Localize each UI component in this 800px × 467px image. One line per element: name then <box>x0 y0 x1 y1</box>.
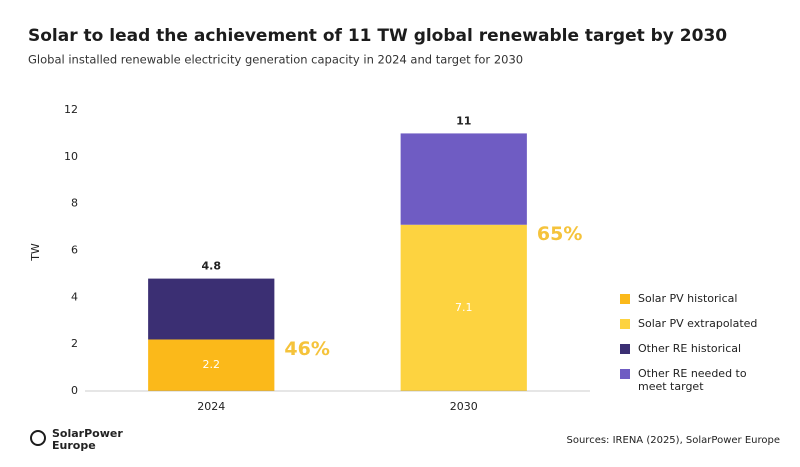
data-label: 7.1 <box>455 301 473 314</box>
y-axis-label: TW <box>29 243 42 262</box>
y-tick-label: 8 <box>71 197 78 210</box>
data-label: 2.2 <box>203 358 221 371</box>
bar-segment <box>148 339 275 391</box>
y-tick-label: 6 <box>71 244 78 257</box>
legend-swatch <box>620 294 630 304</box>
y-tick-label: 2 <box>71 337 78 350</box>
legend-label: Solar PV historical <box>638 292 738 305</box>
y-tick-label: 0 <box>71 384 78 397</box>
total-label: 4.8 <box>202 260 222 273</box>
logo-text: Europe <box>52 439 96 452</box>
share-label: 65% <box>537 223 582 245</box>
source: Sources: IRENA (2025), SolarPower Europe <box>567 435 781 446</box>
x-tick-label: 2030 <box>450 400 478 413</box>
total-label: 11 <box>456 114 471 127</box>
chart-title: Solar to lead the achievement of 11 TW g… <box>28 26 727 46</box>
legend-label: Other RE needed to meet target <box>638 367 747 393</box>
y-tick-label: 4 <box>71 290 78 303</box>
share-label: 46% <box>284 338 329 360</box>
legend-swatch <box>620 319 630 329</box>
logo-text: SolarPower <box>52 427 123 440</box>
legend-swatch <box>620 344 630 354</box>
legend: Solar PV historical Solar PV extrapolated… <box>620 292 790 405</box>
y-tick-label: 12 <box>64 103 78 116</box>
legend-item: Other RE historical <box>620 342 790 355</box>
bar-segment <box>148 278 275 340</box>
bar-segment <box>400 224 527 391</box>
x-tick-label: 2024 <box>197 400 225 413</box>
chart-subtitle: Global installed renewable electricity g… <box>28 53 523 67</box>
y-tick-label: 10 <box>64 150 78 163</box>
legend-swatch <box>620 369 630 379</box>
logo-icon <box>30 430 46 446</box>
bar-segment <box>400 133 527 225</box>
legend-item: Other RE needed to meet target <box>620 367 790 393</box>
legend-label: Solar PV extrapolated <box>638 317 758 330</box>
legend-item: Solar PV extrapolated <box>620 317 790 330</box>
legend-item: Solar PV historical <box>620 292 790 305</box>
legend-label: Other RE historical <box>638 342 742 355</box>
